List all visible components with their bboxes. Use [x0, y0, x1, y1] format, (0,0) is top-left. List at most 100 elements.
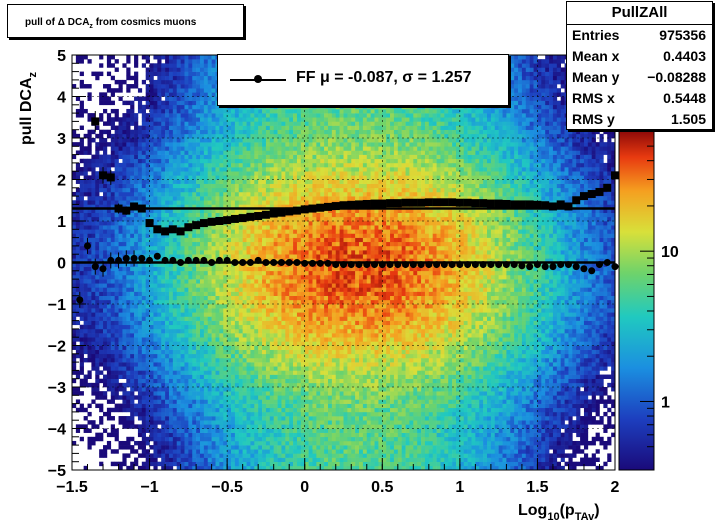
heatmap-cell — [176, 266, 181, 272]
heatmap-cell — [184, 420, 189, 425]
heatmap-cell — [145, 283, 150, 288]
heatmap-cell — [137, 362, 143, 367]
heatmap-cell — [207, 362, 212, 367]
heatmap-cell — [250, 117, 255, 122]
heatmap-cell — [126, 142, 131, 147]
heatmap-cell — [223, 291, 228, 296]
heatmap-cell — [254, 465, 259, 470]
heatmap-cell — [122, 250, 127, 255]
heatmap-cell — [103, 158, 108, 164]
heatmap-cell — [106, 229, 112, 234]
heatmap-cell — [99, 258, 104, 263]
heatmap-cell — [149, 84, 154, 89]
heatmap-cell — [106, 362, 112, 367]
heatmap-cell — [75, 171, 81, 176]
heatmap-cell — [281, 254, 286, 259]
heatmap-cell — [203, 108, 209, 114]
heatmap-cell — [273, 279, 278, 284]
heatmap-cell — [184, 266, 189, 272]
heatmap-cell — [153, 63, 158, 68]
heatmap-cell — [223, 324, 228, 330]
heatmap-cell — [165, 216, 170, 222]
heatmap-cell — [149, 357, 154, 363]
heatmap-cell — [203, 403, 209, 409]
heatmap-cell — [149, 237, 154, 243]
heatmap-cell — [176, 100, 181, 106]
heatmap-cell — [192, 333, 197, 338]
heatmap-cell — [114, 142, 119, 147]
heatmap-cell — [203, 150, 209, 155]
heatmap-cell — [227, 399, 232, 404]
heatmap-cell — [223, 113, 228, 118]
heatmap-cell — [157, 279, 162, 284]
heatmap-cell — [265, 320, 271, 326]
heatmap-cell — [149, 108, 154, 114]
heatmap-cell — [122, 121, 127, 126]
heatmap-cell — [106, 283, 112, 288]
heatmap-cell — [134, 245, 139, 251]
heatmap-cell — [192, 424, 197, 429]
heatmap-cell — [188, 75, 193, 81]
heatmap-cell — [180, 63, 185, 68]
heatmap-cell — [134, 407, 139, 413]
heatmap-cell — [83, 349, 88, 355]
heatmap-cell — [157, 146, 162, 151]
heatmap-cell — [176, 428, 181, 433]
heatmap-cell — [75, 320, 81, 326]
heatmap-cell — [145, 138, 150, 143]
heatmap-cell — [203, 138, 209, 143]
heatmap-cell — [180, 353, 185, 359]
heatmap-cell — [165, 411, 170, 417]
heatmap-cell — [281, 432, 286, 438]
heatmap-cell — [207, 250, 212, 255]
heatmap-cell — [165, 100, 170, 106]
heatmap-cell — [238, 291, 243, 296]
heatmap-cell — [219, 250, 224, 255]
heatmap-cell — [180, 428, 185, 433]
heatmap-cell — [238, 287, 243, 292]
heatmap-cell — [199, 403, 205, 409]
heatmap-cell — [211, 225, 216, 230]
heatmap-cell — [114, 162, 119, 168]
heatmap-cell — [83, 216, 88, 222]
heatmap-cell — [242, 449, 247, 454]
heatmap-cell — [199, 250, 205, 255]
heatmap-cell — [106, 357, 112, 363]
heatmap-cell — [273, 241, 278, 247]
heatmap-cell — [207, 428, 212, 433]
heatmap-cell — [161, 270, 166, 276]
heatmap-cell — [134, 411, 139, 417]
heatmap-cell — [238, 191, 243, 197]
heatmap-cell — [184, 395, 189, 400]
heatmap-cell — [130, 399, 135, 404]
heatmap-cell — [211, 337, 216, 342]
heatmap-cell — [281, 337, 286, 342]
heatmap-cell — [141, 216, 146, 222]
heatmap-cell — [153, 129, 158, 135]
heatmap-cell — [238, 416, 243, 421]
heatmap-cell — [199, 183, 205, 189]
heatmap-cell — [265, 328, 271, 334]
heatmap-cell — [87, 341, 92, 346]
heatmap-cell — [231, 291, 236, 296]
heatmap-cell — [203, 179, 209, 184]
heatmap-cell — [137, 212, 143, 218]
heatmap-cell — [91, 328, 96, 334]
heatmap-cell — [234, 308, 240, 313]
heatmap-cell — [211, 287, 216, 292]
heatmap-cell — [242, 324, 247, 330]
heatmap-cell — [145, 225, 150, 230]
heatmap-cell — [192, 55, 197, 60]
heatmap-cell — [79, 312, 84, 317]
heatmap-cell — [165, 308, 170, 313]
heatmap-cell — [161, 436, 166, 442]
heatmap-cell — [168, 399, 174, 404]
heatmap-cell — [165, 158, 170, 164]
heatmap-cell — [269, 233, 274, 238]
heatmap-cell — [192, 445, 197, 450]
heatmap-cell — [180, 387, 185, 392]
heatmap-cell — [118, 291, 123, 296]
heatmap-cell — [207, 266, 212, 272]
heatmap-cell — [122, 117, 127, 122]
heatmap-cell — [180, 399, 185, 404]
